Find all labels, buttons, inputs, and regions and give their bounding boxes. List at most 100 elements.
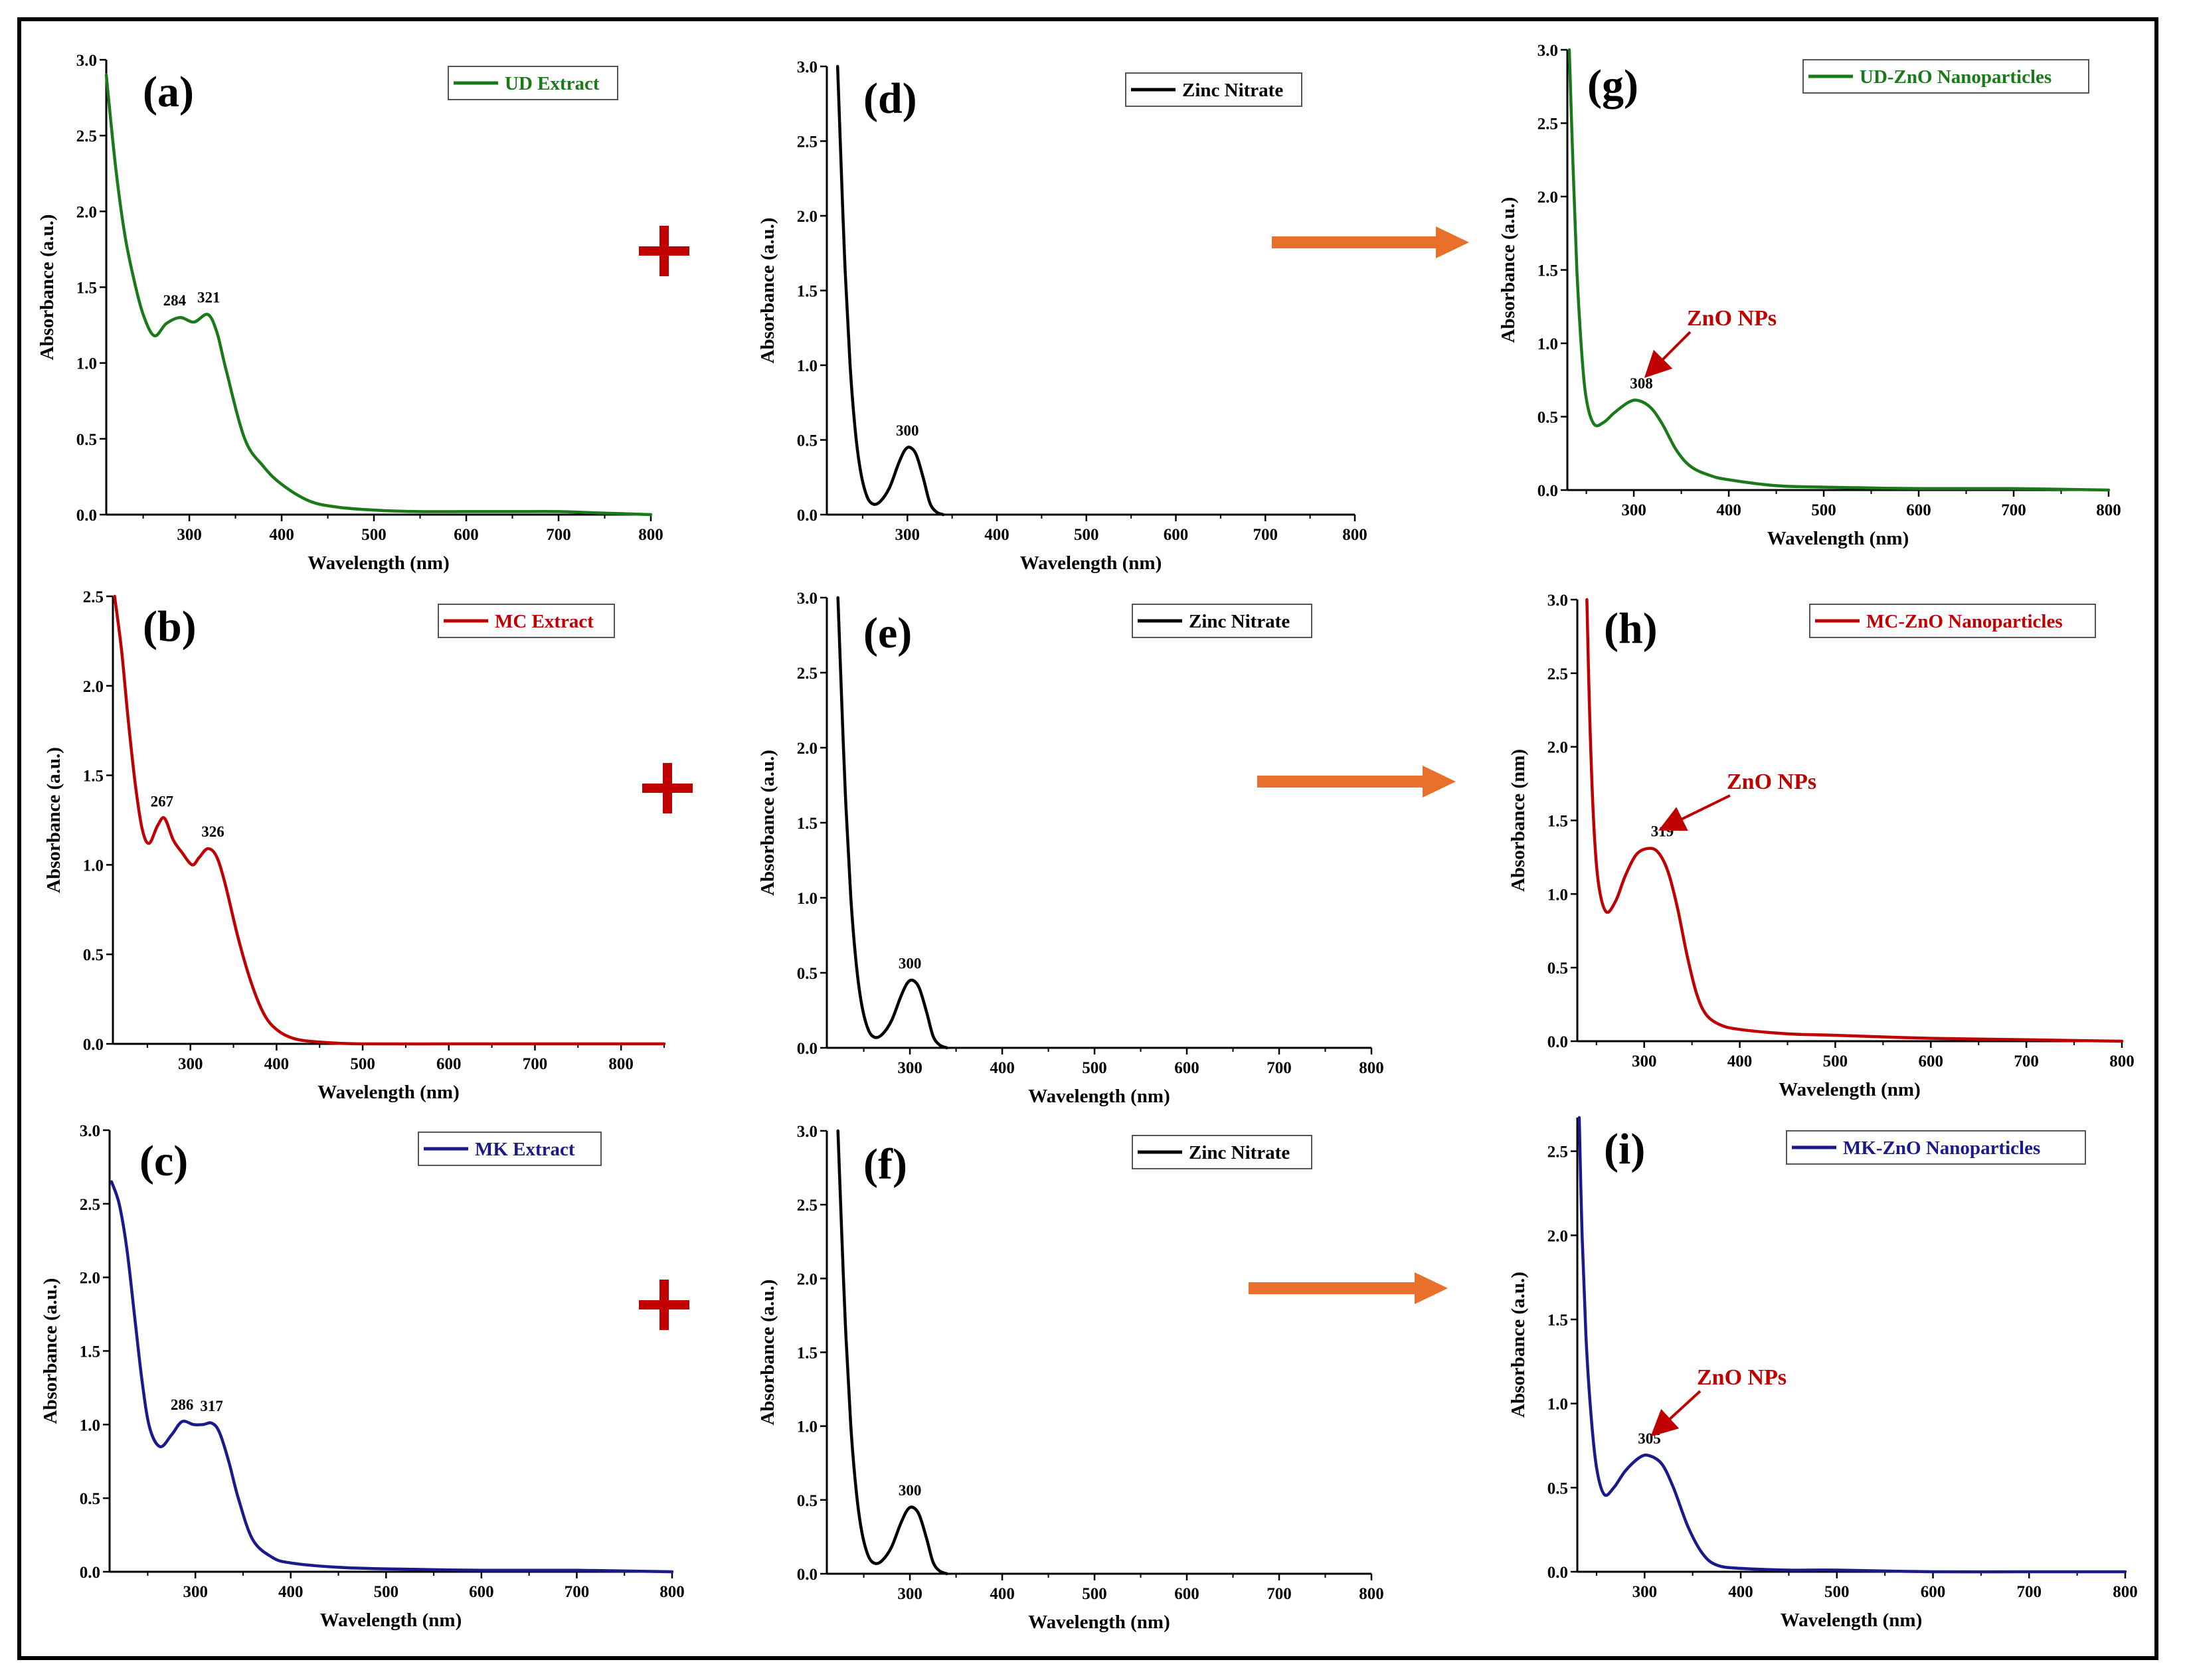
- arrow-head: [1415, 1272, 1448, 1304]
- y-tick-label: 2.5: [1547, 1143, 1568, 1161]
- y-tick-label: 1.0: [1547, 886, 1568, 904]
- x-tick-label: 800: [2113, 1583, 2138, 1601]
- x-tick-label: 400: [1727, 1052, 1753, 1070]
- panel-label: (b): [143, 602, 197, 651]
- zno-nps-annotation: ZnO NPs: [1727, 770, 1816, 794]
- y-tick-label: 3.0: [797, 1123, 818, 1141]
- y-tick-label: 2.5: [76, 127, 97, 145]
- x-tick-label: 800: [659, 1583, 685, 1601]
- plus-bar-v: [659, 1280, 669, 1330]
- x-tick-label: 600: [1919, 1052, 1944, 1070]
- x-tick-label: 500: [374, 1583, 399, 1601]
- x-tick-label: 700: [546, 526, 571, 544]
- arrow-shaft: [1272, 236, 1439, 248]
- legend-label: Zinc Nitrate: [1182, 80, 1283, 101]
- legend-box: [438, 604, 615, 638]
- plus-bar-v: [659, 226, 669, 276]
- x-tick-label: 800: [638, 526, 663, 544]
- panel-label: (d): [863, 74, 917, 123]
- legend-label: Zinc Nitrate: [1189, 1142, 1290, 1163]
- figure-frame: [17, 17, 2158, 1660]
- legend: MK Extract: [418, 1132, 602, 1166]
- y-tick-label: 2.5: [797, 133, 818, 151]
- panel-label: (a): [143, 68, 194, 116]
- y-axis-title: Absorbance (a.u.): [1508, 1272, 1529, 1418]
- y-axis-title: Absorbance (a.u.): [1498, 197, 1519, 343]
- peak-label: 321: [197, 290, 220, 306]
- y-tick-label: 2.0: [797, 1270, 818, 1288]
- y-tick-label: 3.0: [80, 1122, 100, 1140]
- y-tick-label: 0.5: [797, 432, 818, 450]
- series-line: [110, 1180, 674, 1574]
- chart-panel-e: 300 400 500 600 700 800 0.0 0.5 1.0 1.5 2.0 2.5 3.0 W…: [757, 590, 1384, 1107]
- x-tick-label: 400: [269, 526, 294, 544]
- y-tick-label: 2.0: [1547, 739, 1568, 757]
- x-tick-label: 300: [1632, 1583, 1658, 1601]
- y-tick-label: 0.5: [1537, 409, 1558, 427]
- y-tick-label: 0.0: [80, 1564, 100, 1582]
- y-tick-label: 1.0: [797, 890, 818, 908]
- x-tick-label: 500: [350, 1055, 375, 1073]
- y-tick-label: 1.5: [1547, 1311, 1568, 1329]
- y-axis-title: Absorbance (a.u.): [757, 218, 778, 364]
- legend: UD Extract: [448, 66, 618, 100]
- peak-label: 326: [201, 823, 224, 840]
- legend: MC-ZnO Nanoparticles: [1809, 604, 2096, 638]
- x-tick-label: 500: [1823, 1052, 1848, 1070]
- x-tick-label: 400: [990, 1585, 1015, 1603]
- peak-label: 267: [151, 793, 174, 809]
- y-tick-label: 0.0: [1537, 482, 1558, 500]
- x-tick-label: 500: [1082, 1585, 1107, 1603]
- peak-label: 308: [1630, 375, 1653, 392]
- chart-panel-b: 300 400 500 600 700 800 0.0 0.5 1.0 1.5 2.0 2.5 Wave…: [43, 588, 666, 1103]
- y-tick-label: 1.0: [80, 1416, 100, 1434]
- series-line: [1577, 1116, 2127, 1574]
- arrow-head: [1436, 226, 1469, 258]
- x-axis-title: Wavelength (nm): [317, 1082, 459, 1103]
- panel-label: (f): [863, 1140, 907, 1189]
- y-axis-title: Absorbance (a.u.): [37, 214, 58, 361]
- y-tick-label: 2.5: [80, 1196, 100, 1214]
- panel-label: (i): [1604, 1125, 1645, 1173]
- series-line: [1585, 598, 2124, 1043]
- x-tick-label: 800: [2096, 501, 2121, 519]
- x-tick-label: 400: [1716, 501, 1741, 519]
- peak-label: 319: [1651, 823, 1674, 840]
- arrow-right-icon: [1257, 766, 1456, 798]
- peak-label: 317: [200, 1398, 223, 1414]
- y-axis-title: Absorbance (a.u.): [43, 747, 64, 893]
- x-tick-label: 400: [278, 1583, 304, 1601]
- y-tick-label: 2.0: [1537, 189, 1558, 207]
- panel-label: (g): [1587, 61, 1638, 110]
- arrow-shaft: [1257, 776, 1426, 788]
- y-tick-label: 2.5: [1537, 116, 1558, 133]
- legend-label: MK-ZnO Nanoparticles: [1843, 1137, 2040, 1159]
- y-axis-title: Absorbance (a.u.): [757, 750, 778, 896]
- x-tick-label: 700: [565, 1583, 590, 1601]
- y-tick-label: 0.0: [83, 1036, 104, 1054]
- y-tick-label: 3.0: [1547, 592, 1568, 610]
- y-tick-label: 1.5: [797, 1345, 818, 1363]
- peak-label: 300: [899, 955, 922, 971]
- y-tick-label: 0.5: [797, 965, 818, 983]
- y-tick-label: 2.0: [797, 740, 818, 758]
- y-tick-label: 1.0: [76, 355, 97, 373]
- x-tick-label: 800: [608, 1055, 634, 1073]
- y-tick-label: 1.5: [797, 283, 818, 301]
- y-tick-label: 1.5: [76, 280, 97, 297]
- x-tick-label: 300: [1632, 1052, 1657, 1070]
- chart-panel-g: 300 400 500 600 700 800 0.0 0.5 1.0 1.5 2.0 2.5 3.0 W…: [1498, 42, 2121, 549]
- x-axis-title: Wavelength (nm): [1028, 1612, 1170, 1633]
- y-tick-label: 1.5: [1547, 813, 1568, 831]
- peak-label: 300: [896, 422, 919, 439]
- y-tick-label: 3.0: [1537, 42, 1558, 60]
- x-tick-label: 600: [454, 526, 479, 544]
- series-line: [836, 1129, 948, 1576]
- y-tick-label: 3.0: [76, 52, 97, 70]
- arrow-head: [1423, 766, 1456, 798]
- peak-label: 286: [171, 1396, 194, 1413]
- y-tick-label: 0.5: [83, 946, 104, 964]
- chart-panel-h: 300 400 500 600 700 800 0.0 0.5 1.0 1.5 2.0 2.5 3.0 W…: [1508, 592, 2135, 1100]
- x-axis-title: Wavelength (nm): [1781, 1610, 1922, 1631]
- x-tick-label: 600: [1921, 1583, 1946, 1601]
